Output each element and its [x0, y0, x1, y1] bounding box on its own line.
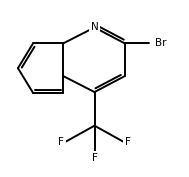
Text: F: F [125, 138, 131, 147]
Text: F: F [58, 138, 64, 147]
Text: Br: Br [155, 38, 167, 48]
Text: N: N [91, 22, 98, 32]
Text: F: F [91, 153, 98, 162]
